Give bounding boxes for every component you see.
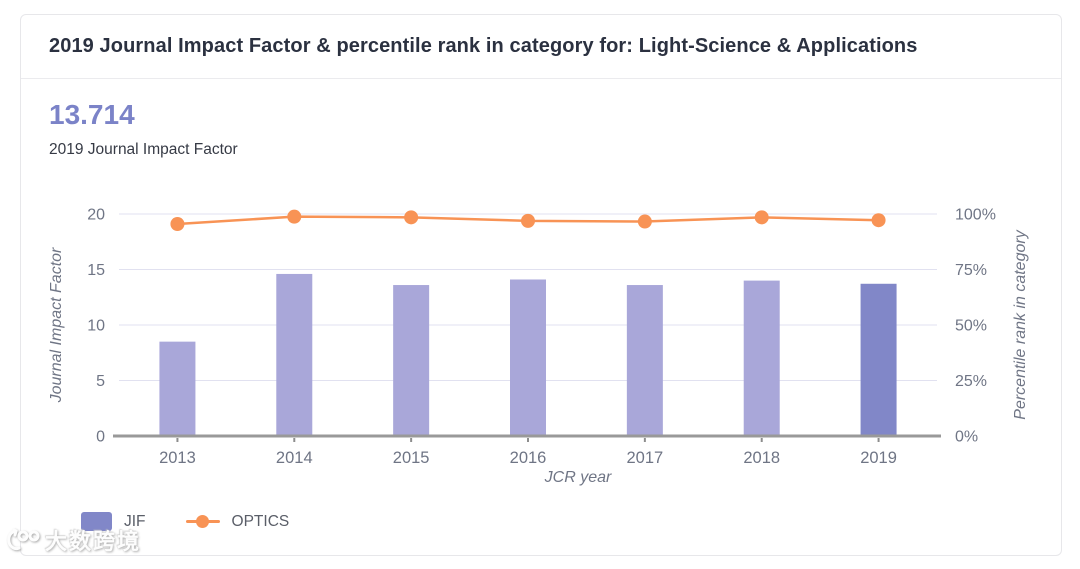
jif-card: 2019 Journal Impact Factor & percentile … — [20, 14, 1062, 556]
x-axis-tick-label: 2016 — [510, 449, 547, 467]
bar-2018[interactable] — [743, 280, 780, 436]
x-axis-tick-label: 2013 — [159, 449, 196, 467]
left-axis-tick-label: 15 — [87, 262, 105, 279]
x-axis-tick-label: 2019 — [860, 449, 897, 467]
optics-dot-glyph — [195, 515, 209, 528]
left-axis-tick-label: 10 — [87, 318, 105, 335]
line-point-2013[interactable] — [170, 216, 185, 231]
left-axis-tick-label: 20 — [87, 207, 105, 224]
left-axis-tick-label: 5 — [96, 373, 105, 390]
right-axis-title: Percentile rank in category — [1012, 229, 1029, 419]
right-axis-tick-label: 50% — [955, 318, 987, 335]
optics-line-swatch — [185, 512, 220, 531]
line-point-2019[interactable] — [871, 213, 886, 228]
jif-bar-swatch — [81, 512, 112, 531]
left-axis-tick-label: 0 — [96, 429, 105, 446]
page-title: 2019 Journal Impact Factor & percentile … — [49, 35, 918, 57]
line-point-2014[interactable] — [287, 209, 302, 224]
x-axis-tick-label: 2017 — [626, 449, 663, 467]
right-axis-tick-label: 25% — [955, 373, 987, 390]
legend-item-jif[interactable]: JIF — [81, 512, 146, 531]
legend-item-optics[interactable]: OPTICS — [185, 512, 290, 531]
x-axis-title: JCR year — [544, 469, 612, 486]
line-point-2017[interactable] — [637, 214, 652, 229]
bar-2014[interactable] — [276, 273, 313, 436]
bar-2013[interactable] — [159, 341, 196, 436]
line-point-2018[interactable] — [754, 210, 769, 225]
chart-canvas: 0 5 10 15 20 0% 25% 50% 75% 100% 2013 2014 2015 2016 2… — [48, 207, 1029, 487]
bar-2015[interactable] — [393, 285, 430, 436]
jif-percentile-chart: 0 5 10 15 20 0% 25% 50% 75% 100% 2013 2014 2015 2016 2… — [21, 186, 1063, 501]
right-axis-tick-label: 100% — [955, 207, 996, 224]
right-axis-tick-label: 0% — [955, 429, 978, 446]
metric-label: 2019 Journal Impact Factor — [49, 141, 238, 158]
line-point-2015[interactable] — [404, 210, 419, 225]
left-axis-title: Journal Impact Factor — [48, 247, 65, 403]
bar-2017[interactable] — [626, 285, 663, 436]
card-header: 2019 Journal Impact Factor & percentile … — [21, 15, 1061, 79]
x-axis-tick-label: 2015 — [393, 449, 430, 467]
legend-label-optics: OPTICS — [231, 512, 290, 530]
bar-2016[interactable] — [510, 279, 546, 436]
line-point-2016[interactable] — [521, 213, 535, 228]
legend-label-jif: JIF — [124, 512, 146, 530]
x-axis-tick-label: 2018 — [743, 449, 780, 467]
bar-2019[interactable] — [860, 283, 897, 436]
right-axis-tick-label: 75% — [955, 262, 987, 279]
x-axis-tick-label: 2014 — [276, 449, 313, 467]
metric-value: 13.714 — [49, 99, 135, 130]
chart-legend: JIF OPTICS — [81, 512, 289, 531]
